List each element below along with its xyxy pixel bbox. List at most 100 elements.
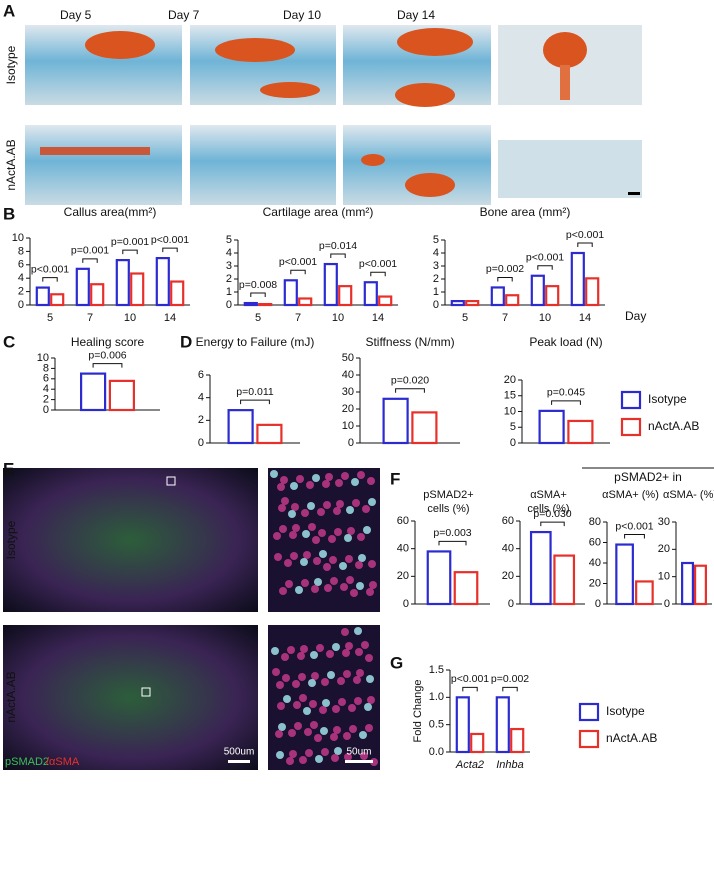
y-tick-label: 3	[433, 260, 439, 272]
chart-title: αSMA- (%)	[663, 489, 714, 501]
y-tick-label: 4	[198, 392, 204, 404]
cell	[301, 509, 309, 517]
y-tick-label: 10	[12, 232, 24, 244]
chart-title: Bone area (mm²)	[480, 205, 571, 219]
significance-bracket	[551, 400, 581, 405]
stain-label: /αSMA	[46, 756, 80, 768]
x-tick-label: 14	[372, 312, 384, 324]
cell	[351, 478, 359, 486]
y-tick-label: 0	[348, 437, 354, 449]
cell	[346, 506, 354, 514]
p-value: p=0.030	[533, 508, 571, 520]
bar	[570, 251, 585, 307]
cell	[314, 578, 322, 586]
significance-bracket	[290, 269, 306, 275]
cell	[276, 681, 284, 689]
cell	[287, 646, 295, 654]
cell	[355, 648, 363, 656]
bar	[426, 550, 452, 606]
cell	[331, 754, 339, 762]
y-tick-label: 0	[510, 437, 516, 449]
x-tick-label: 10	[539, 312, 551, 324]
cell	[367, 696, 375, 704]
y-tick-label: 60	[589, 536, 601, 548]
chart-title: αSMA+	[530, 489, 567, 501]
y-tick-label: 15	[504, 390, 516, 402]
cell	[275, 730, 283, 738]
p-value: p<0.001	[31, 263, 69, 275]
cell	[324, 584, 332, 592]
column-label: Day 10	[283, 8, 321, 22]
cell	[361, 641, 369, 649]
y-tick-label: 1.5	[429, 664, 444, 676]
cell	[284, 559, 292, 567]
cell	[289, 531, 297, 539]
cell	[270, 470, 278, 478]
significance-bracket	[540, 521, 565, 527]
significance-bracket	[395, 388, 425, 393]
cell	[344, 534, 352, 542]
chart-title: Healing score	[71, 335, 145, 349]
cell	[338, 698, 346, 706]
bar	[490, 286, 505, 307]
p-value: p<0.001	[526, 252, 564, 264]
cell	[280, 476, 288, 484]
cell	[322, 480, 330, 488]
bar	[411, 411, 438, 445]
cell	[313, 557, 321, 565]
bar	[378, 295, 393, 307]
cell	[321, 678, 329, 686]
panel-label: A	[3, 1, 15, 20]
cell	[306, 481, 314, 489]
cell	[311, 585, 319, 593]
y-tick-label: 60	[397, 515, 409, 527]
bar	[465, 300, 480, 307]
cell	[308, 523, 316, 531]
bar	[258, 302, 273, 307]
x-tick-label: 5	[255, 312, 261, 324]
y-tick-label: 20	[397, 570, 409, 582]
cell	[346, 576, 354, 584]
y-tick-label: 2	[198, 414, 204, 426]
cell	[336, 500, 344, 508]
bar	[505, 294, 520, 307]
bar	[585, 277, 600, 307]
y-tick-label: 2	[433, 273, 439, 285]
x-tick-label: 14	[579, 312, 591, 324]
cell	[281, 497, 289, 505]
x-tick-label: 10	[124, 312, 136, 324]
y-tick-label: 20	[502, 570, 514, 582]
p-value: p=0.002	[486, 263, 524, 275]
panel-a-images	[25, 25, 642, 205]
y-tick-label: 3	[226, 260, 232, 272]
x-tick-label: Inhba	[496, 759, 524, 771]
chart-title: pSMAD2+	[423, 489, 473, 501]
cell	[303, 707, 311, 715]
cell	[356, 669, 364, 677]
cell	[285, 580, 293, 588]
scale-bar-label: 50um	[346, 747, 371, 758]
cell	[273, 532, 281, 540]
cell	[316, 644, 324, 652]
x-axis-label: Day	[625, 309, 646, 323]
cell	[357, 471, 365, 479]
cell	[354, 697, 362, 705]
y-tick-label: 6	[18, 259, 24, 271]
bar	[453, 571, 479, 606]
cell	[292, 680, 300, 688]
bar	[256, 423, 283, 445]
bar	[35, 286, 50, 307]
cell	[312, 536, 320, 544]
column-label: Day 5	[60, 8, 92, 22]
bar	[538, 409, 565, 445]
bar	[170, 280, 185, 307]
p-value: p<0.001	[615, 520, 653, 532]
cell	[356, 582, 364, 590]
legend-swatch	[578, 702, 600, 722]
y-tick-label: 20	[504, 374, 516, 386]
p-value: p=0.008	[239, 279, 277, 291]
cell	[288, 510, 296, 518]
cell	[282, 674, 290, 682]
chart-title: Energy to Failure (mJ)	[196, 335, 315, 349]
